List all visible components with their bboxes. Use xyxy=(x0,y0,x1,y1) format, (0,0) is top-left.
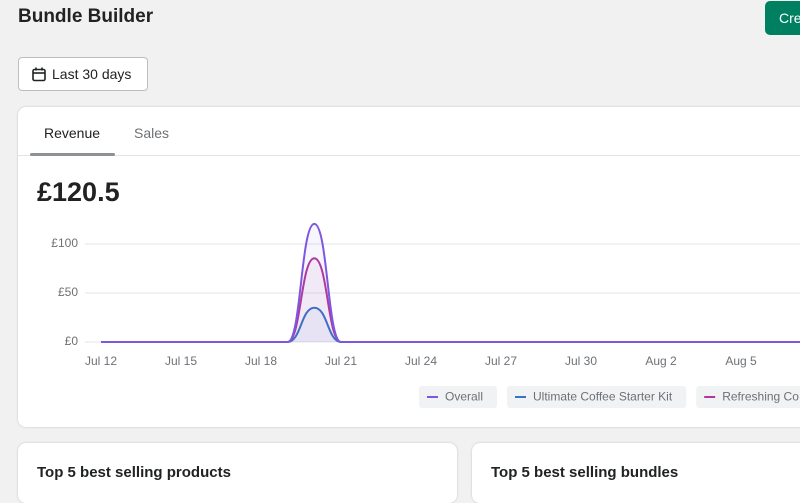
divider xyxy=(18,155,800,156)
series-line xyxy=(100,257,800,344)
x-tick-label: Aug 5 xyxy=(725,354,757,368)
y-tick-label: £50 xyxy=(58,285,78,299)
x-tick-label: Jul 15 xyxy=(165,354,197,368)
x-tick-label: Jul 18 xyxy=(245,354,277,368)
y-tick-label: £100 xyxy=(51,236,78,250)
chart-card: Revenue Sales £120.5 xyxy=(18,107,800,427)
series-line xyxy=(100,222,800,344)
total-value: £120.5 xyxy=(37,177,120,207)
card: Top 5 best selling bundles xyxy=(472,443,800,503)
x-tick-label: Jul 30 xyxy=(565,354,597,368)
series-line xyxy=(100,306,800,344)
legend-label: Overall xyxy=(445,390,483,404)
x-tick-label: Jul 27 xyxy=(485,354,517,368)
page-title: Bundle Builder xyxy=(18,6,154,27)
x-tick-label: Aug 2 xyxy=(645,354,677,368)
date-range-button[interactable]: Last 30 days xyxy=(18,57,148,91)
tab-indicator xyxy=(30,153,115,156)
legend-chip xyxy=(419,386,498,408)
tab[interactable]: Revenue xyxy=(44,125,101,141)
x-tick-label: Jul 12 xyxy=(85,354,117,368)
series-area xyxy=(101,223,800,343)
x-tick-label: Jul 24 xyxy=(405,354,437,368)
card-title: Top 5 best selling products xyxy=(37,464,231,481)
legend-chip xyxy=(507,386,687,408)
card: Top 5 best selling products xyxy=(18,443,457,503)
legend-item: Ultimate Coffee Starter Kit xyxy=(507,386,687,408)
series-area xyxy=(101,258,800,343)
legend-item: Overall xyxy=(419,386,498,408)
x-tick-label: Jul 21 xyxy=(325,354,357,368)
legend-chip xyxy=(696,386,800,408)
date-range-label: Last 30 days xyxy=(52,66,132,82)
primary-button[interactable]: Cre xyxy=(765,1,800,35)
calendar-icon xyxy=(32,67,46,81)
y-tick-label: £0 xyxy=(65,334,79,348)
tab[interactable]: Sales xyxy=(134,125,170,141)
chart: £0 £50 £100 Jul 12 Jul 15 Jul 18 Jul 21 Jul 24 J… xyxy=(51,222,800,408)
legend-label: Refreshing Co xyxy=(722,390,799,404)
card-title: Top 5 best selling bundles xyxy=(491,464,679,481)
legend-item: Refreshing Co xyxy=(696,386,800,408)
legend-label: Ultimate Coffee Starter Kit xyxy=(533,390,673,404)
series-area xyxy=(101,307,800,343)
